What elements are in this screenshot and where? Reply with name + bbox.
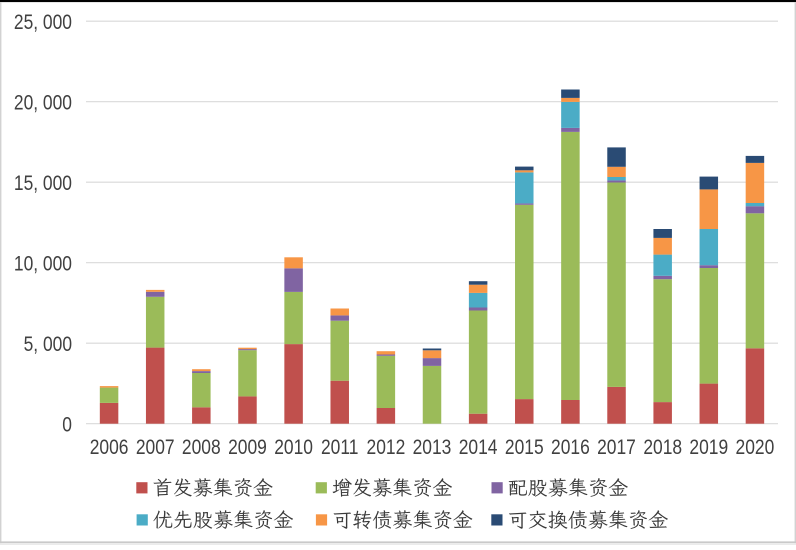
- svg-text:10, 000: 10, 000: [14, 253, 72, 276]
- svg-text:2009: 2009: [228, 437, 267, 460]
- svg-text:2013: 2013: [413, 437, 452, 460]
- svg-text:5, 000: 5, 000: [24, 333, 72, 356]
- svg-text:2015: 2015: [505, 437, 544, 460]
- svg-text:2016: 2016: [551, 437, 590, 460]
- svg-text:2012: 2012: [367, 437, 406, 460]
- svg-text:2018: 2018: [643, 437, 682, 460]
- svg-text:2019: 2019: [689, 437, 728, 460]
- svg-text:2006: 2006: [90, 437, 129, 460]
- svg-text:2011: 2011: [321, 437, 358, 460]
- svg-text:2010: 2010: [274, 437, 313, 460]
- svg-text:2020: 2020: [736, 437, 775, 460]
- svg-text:2008: 2008: [182, 437, 221, 460]
- svg-text:2014: 2014: [459, 437, 498, 460]
- svg-text:2017: 2017: [597, 437, 636, 460]
- svg-text:2007: 2007: [136, 437, 175, 460]
- svg-text:20, 000: 20, 000: [14, 92, 72, 115]
- svg-text:15, 000: 15, 000: [14, 172, 72, 195]
- svg-text:0: 0: [62, 414, 72, 437]
- svg-text:25, 000: 25, 000: [14, 11, 72, 34]
